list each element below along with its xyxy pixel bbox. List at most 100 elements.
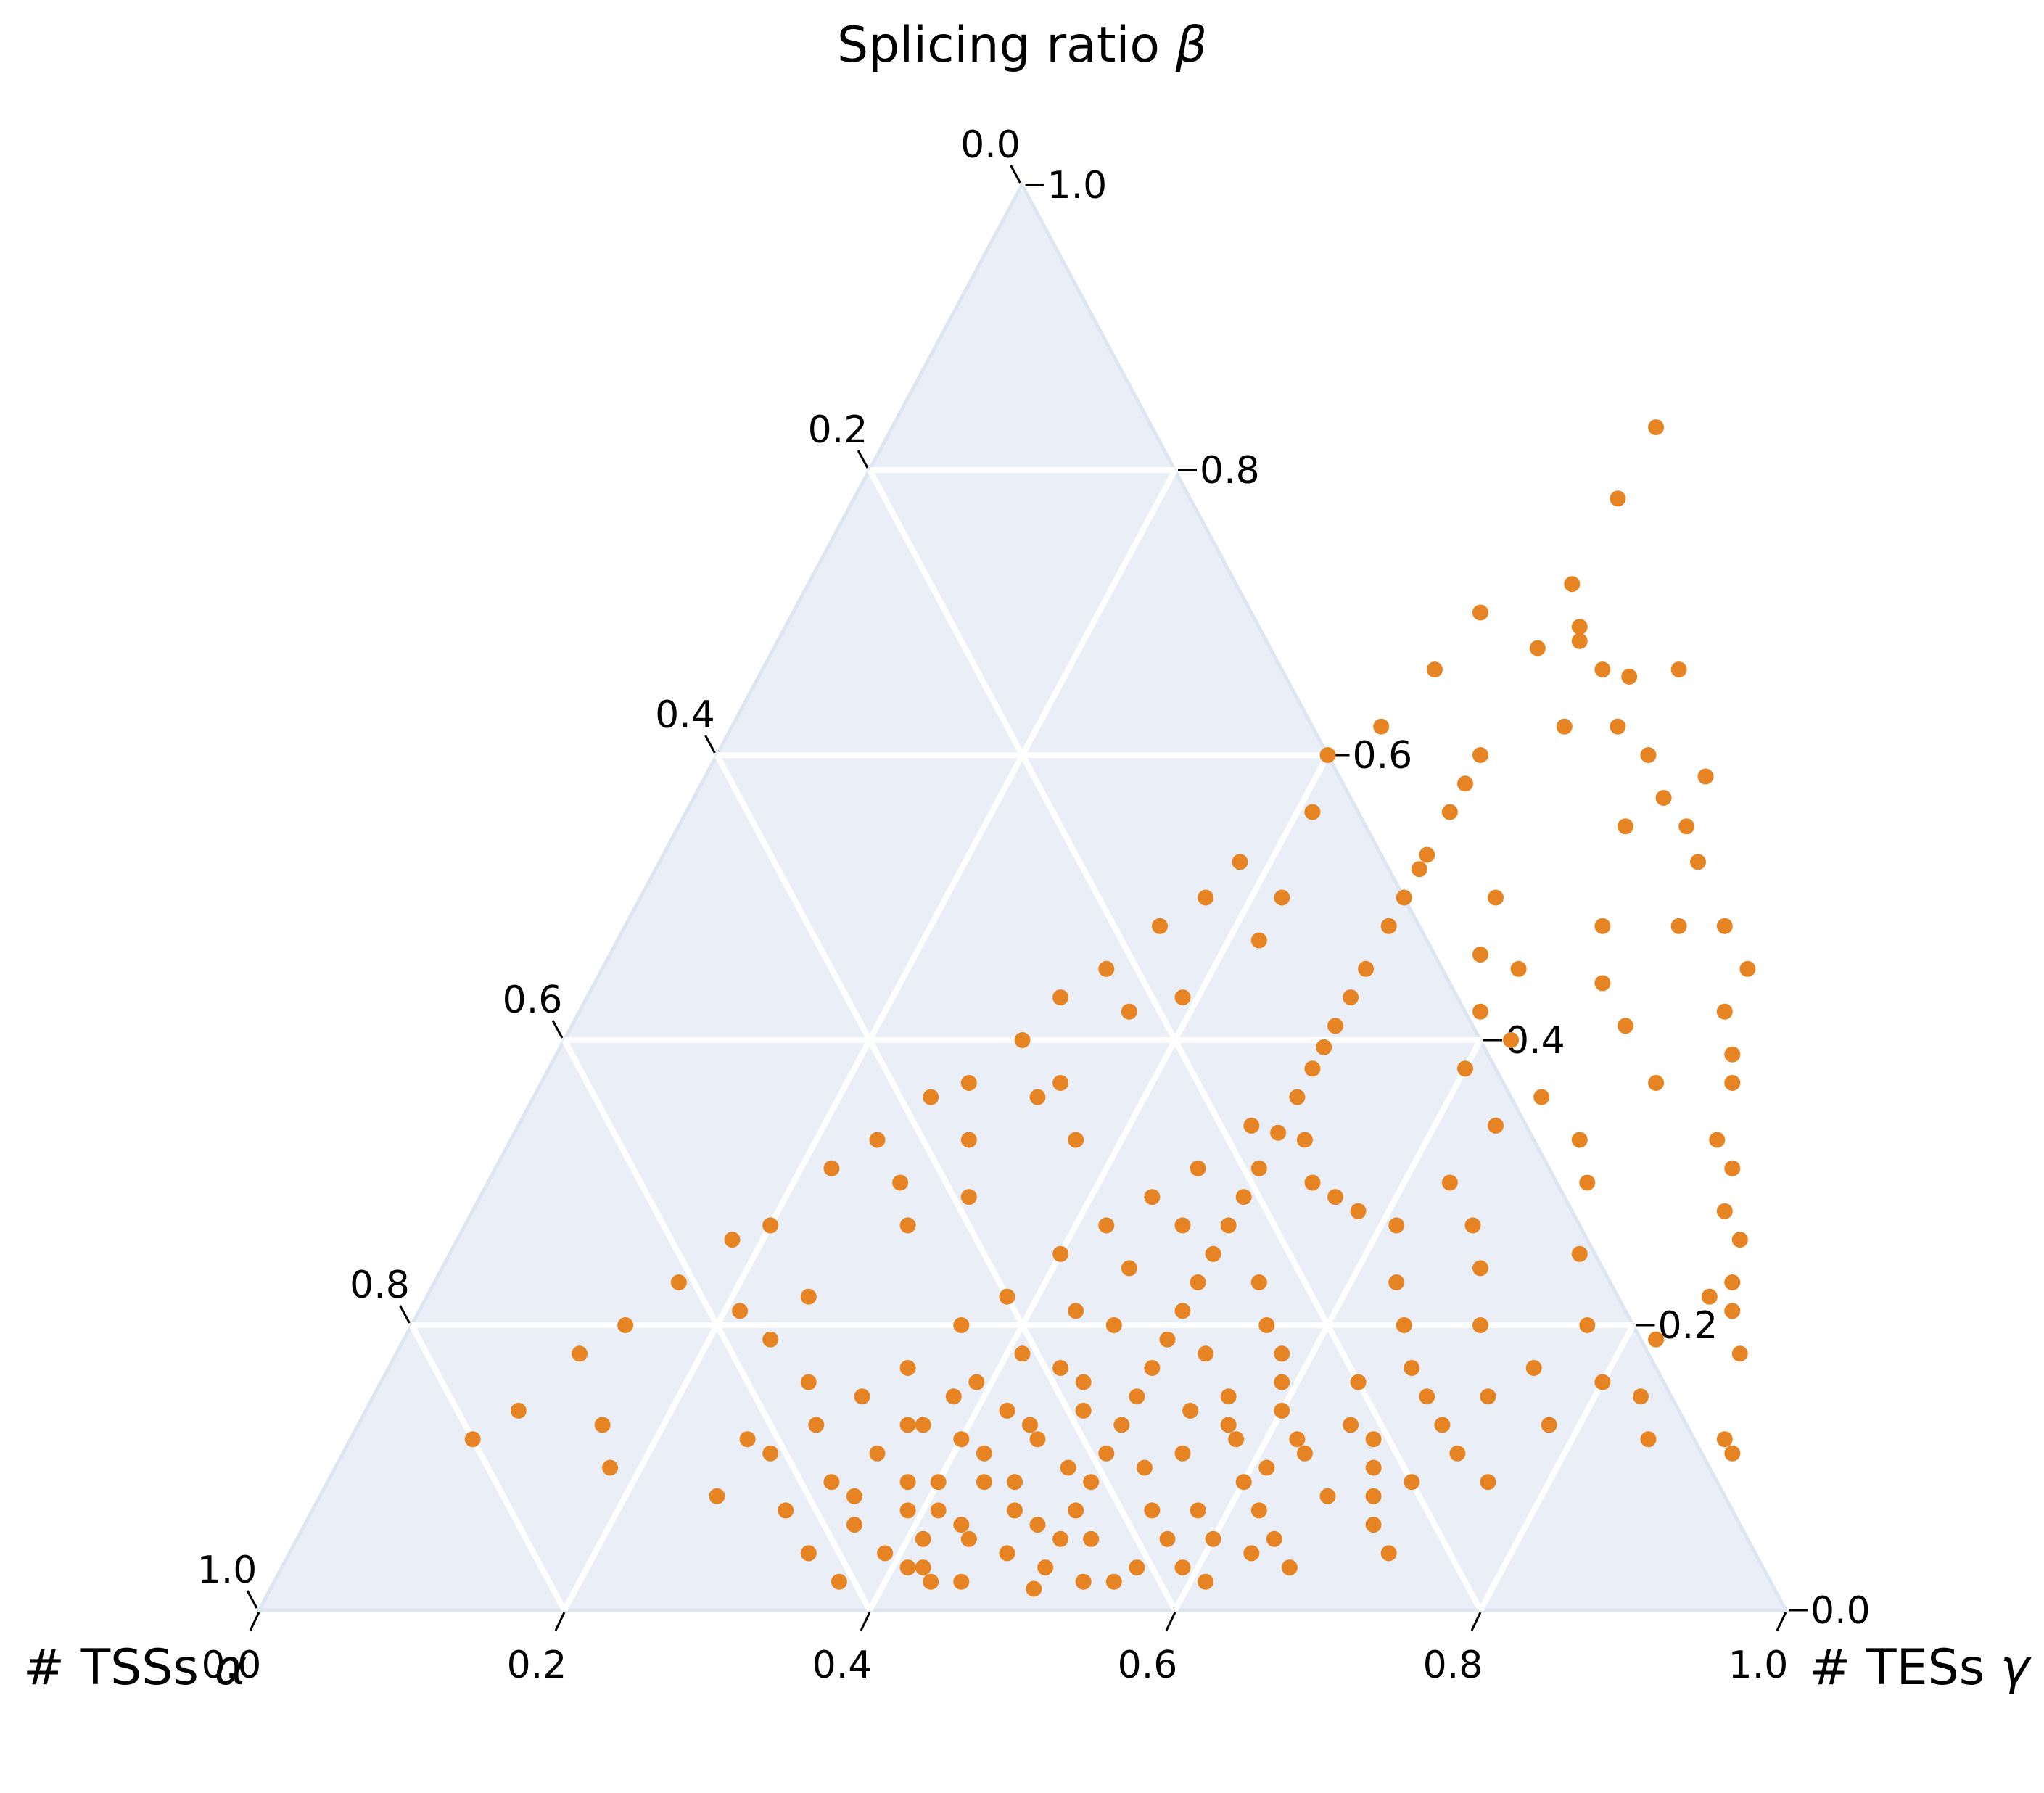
data-point [1258,1317,1275,1333]
data-point [617,1317,634,1333]
data-point [899,1502,916,1519]
grid-line-gamma [867,754,1331,1612]
data-point [1488,889,1504,906]
data-point [1014,1032,1031,1048]
data-point [999,1288,1015,1305]
data-point [1434,1417,1451,1433]
data-point [953,1431,970,1448]
data-point [1724,1160,1741,1176]
data-point [1198,1573,1214,1590]
data-point [930,1474,947,1491]
data-point [1327,1018,1343,1034]
data-point [1571,619,1588,635]
data-point [1105,1317,1122,1333]
data-point [1098,960,1115,977]
right-tick-label: 0.6 [1353,734,1413,778]
data-point [1388,1274,1405,1290]
data-point [1670,918,1687,934]
data-point [1121,1003,1137,1020]
data-point [1250,1274,1267,1290]
data-point [1190,1160,1206,1176]
data-point [1731,1345,1748,1362]
left-tick-label: 0.2 [808,408,868,452]
data-point [1075,1402,1092,1419]
data-point [1029,1089,1046,1105]
data-point [808,1417,825,1433]
data-point [923,1573,939,1590]
data-point [1052,1530,1069,1547]
data-point [1525,1360,1542,1376]
data-point [899,1360,916,1376]
top-axis-title: Splicing ratio β [837,17,1207,74]
data-point [846,1517,862,1533]
data-point [1068,1502,1084,1519]
data-point [1350,1374,1367,1390]
data-point [999,1545,1015,1562]
data-point [899,1217,916,1234]
data-point [1098,1445,1115,1462]
bottom-tick [249,1612,260,1631]
right-tick-label: 0.2 [1658,1304,1718,1348]
bottom-tick [554,1612,566,1631]
data-point [1220,1417,1237,1433]
data-point [1190,1274,1206,1290]
bottom-tick-label: 0.0 [202,1644,262,1687]
data-point [1731,1232,1748,1248]
data-point [1648,1075,1665,1091]
data-point [1228,1431,1245,1448]
left-tick-label: 0.6 [503,978,563,1022]
data-point [1358,960,1375,977]
data-point [1411,861,1427,878]
grid-line-gamma [1478,1324,1636,1612]
data-point [1396,889,1412,906]
data-point [1250,1160,1267,1176]
bottom-tick [1165,1612,1176,1631]
data-point [831,1573,847,1590]
data-point [1724,1445,1741,1462]
data-point [732,1303,749,1319]
data-point [1205,1245,1221,1262]
data-point [1365,1517,1382,1533]
right-tick-label: 1.0 [1047,164,1108,207]
left-tick-label: 0.8 [350,1264,410,1307]
data-point [1243,1545,1260,1562]
data-point [1075,1374,1092,1390]
data-point [1250,1502,1267,1519]
data-point [1266,1530,1282,1547]
data-point [960,1075,977,1091]
data-point [976,1445,992,1462]
right-axis-title: # TESs γ [1809,1639,2032,1697]
data-point [1152,918,1168,934]
data-point [1220,1217,1237,1234]
data-point [1594,975,1611,992]
left-tick [704,735,716,754]
data-point [739,1431,756,1448]
left-tick [857,450,869,469]
data-point [945,1388,962,1405]
data-point [800,1288,817,1305]
data-point [1022,1417,1038,1433]
data-point [1716,1203,1733,1219]
data-point [594,1417,611,1433]
data-point [1007,1502,1023,1519]
data-point [1014,1345,1031,1362]
data-point [1564,576,1581,593]
data-point [1488,1117,1504,1134]
data-point [1426,661,1443,678]
data-point [1026,1580,1042,1597]
data-point [1648,1331,1665,1348]
data-point [1621,668,1638,685]
bottom-tick [860,1612,871,1631]
data-point [800,1545,817,1562]
grid-lines [408,467,1636,1612]
data-point [762,1331,779,1348]
data-point [1068,1132,1084,1148]
data-point [1250,932,1267,949]
data-point [823,1474,840,1491]
data-point [999,1402,1015,1419]
data-point [1198,1345,1214,1362]
data-point [1274,1374,1290,1390]
data-point [1274,1402,1290,1419]
data-point [1274,1345,1290,1362]
data-point [1343,1417,1359,1433]
